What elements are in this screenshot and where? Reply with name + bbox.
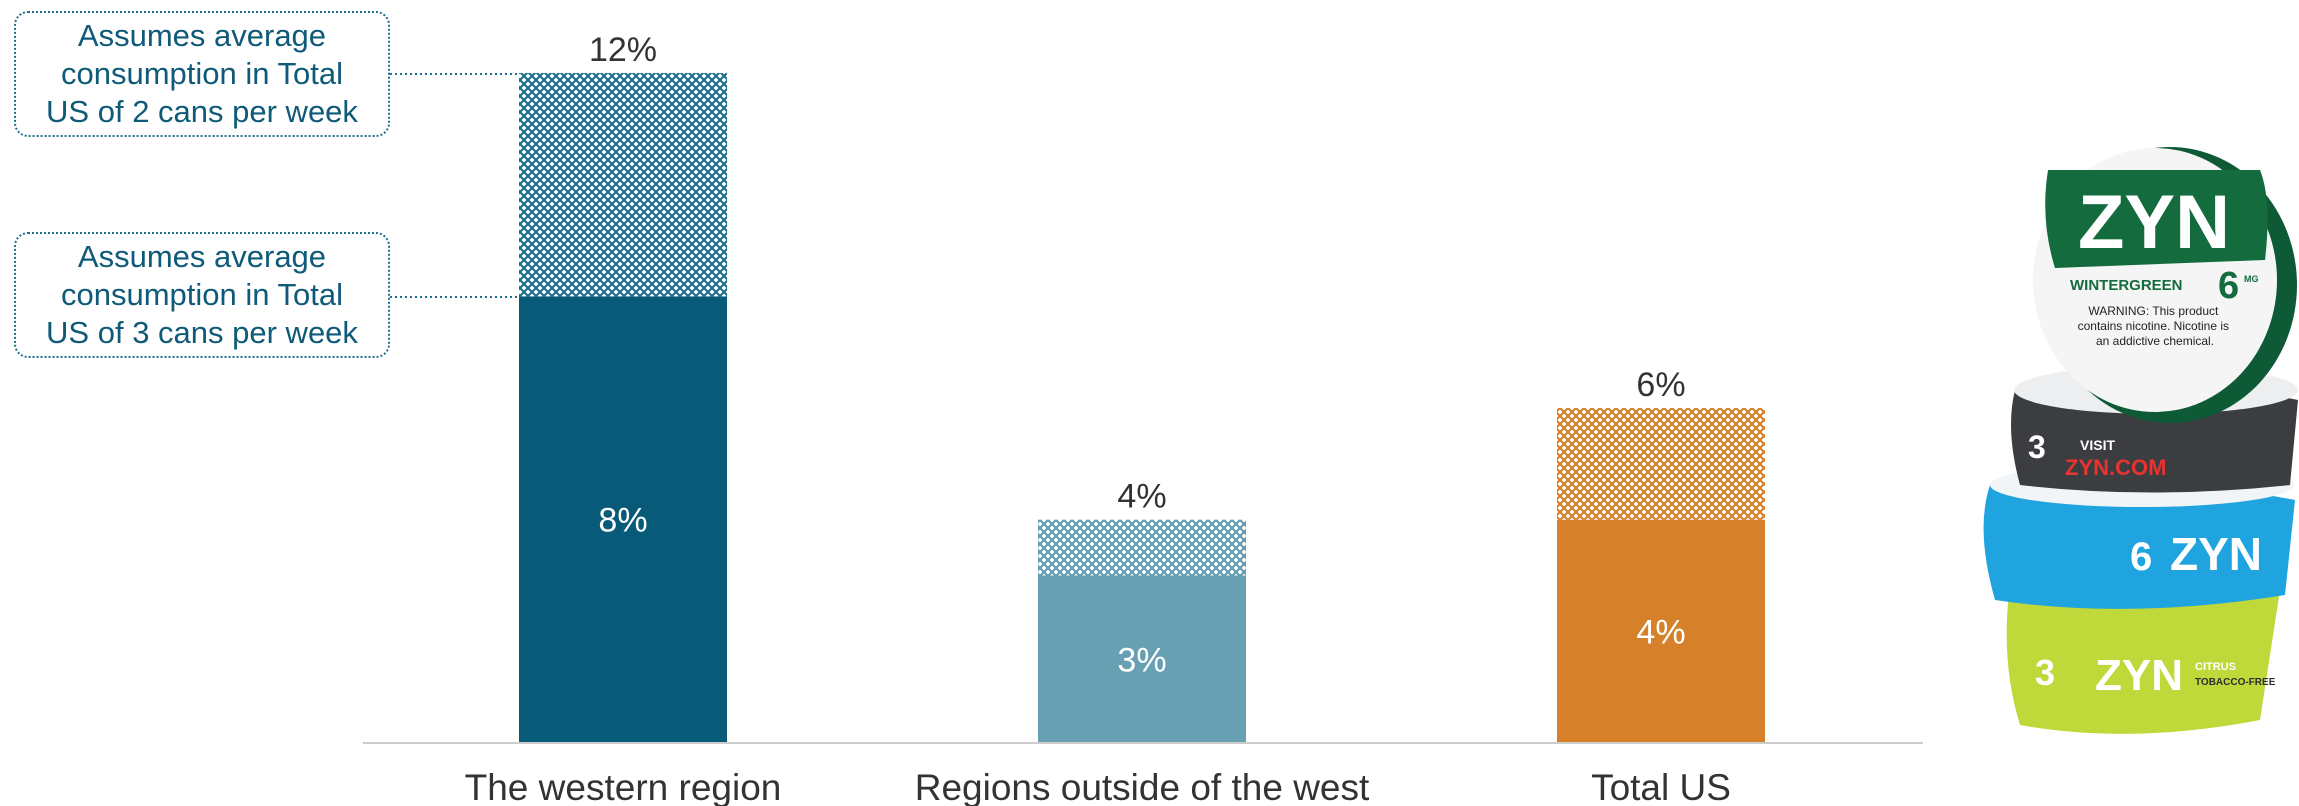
can3-strength: 6 xyxy=(2130,535,2152,579)
can4-flavor: CITRUS xyxy=(2195,661,2236,673)
can1-warning: WARNING: This product contains nicotine.… xyxy=(2078,304,2233,348)
can1-brand: ZYN xyxy=(2078,180,2230,265)
can2-text-1: VISIT xyxy=(2080,437,2115,453)
bar-hatched-1 xyxy=(519,73,727,297)
bar-total-label-1: 12% xyxy=(589,31,657,69)
assumption-note-2-cans: Assumes average consumption in Total US … xyxy=(14,11,390,137)
can4-note: TOBACCO-FREE xyxy=(2195,677,2276,688)
can2-text-2: ZYN.COM xyxy=(2065,455,2166,480)
bar-value-label-2: 3% xyxy=(1117,641,1166,679)
bar-total-label-3: 6% xyxy=(1636,366,1685,404)
bar-solid-3 xyxy=(1557,519,1765,743)
can1-flavor: WINTERGREEN xyxy=(2070,277,2183,294)
zyn-can-wintergreen: ZYN WINTERGREEN 6 MG WARNING: This produ… xyxy=(2033,147,2297,423)
zyn-product-image: 3 ZYN CITRUS TOBACCO-FREE 6 ZYN 3 VISIT … xyxy=(1983,147,2298,734)
can4-strength: 3 xyxy=(2035,652,2055,693)
can4-brand: ZYN xyxy=(2095,651,2183,700)
bar-solid-1 xyxy=(519,296,727,743)
bar-solid-2 xyxy=(1038,575,1246,743)
assumption-note-3-cans-text: Assumes average consumption in Total US … xyxy=(46,239,358,350)
can1-unit: MG xyxy=(2244,274,2259,284)
bar-hatched-2 xyxy=(1038,519,1246,576)
can1-warning-line-1: WARNING: This product xyxy=(2088,304,2219,318)
bar-value-label-3: 4% xyxy=(1636,613,1685,651)
can1-strength: 6 xyxy=(2218,265,2239,307)
can3-brand: ZYN xyxy=(2170,528,2262,580)
category-label-3: Total US xyxy=(1591,767,1731,806)
assumption-note-2-cans-text: Assumes average consumption in Total US … xyxy=(46,18,358,129)
category-label-2: Regions outside of the west xyxy=(915,767,1370,806)
bar-value-label-1: 8% xyxy=(598,502,647,540)
can1-warning-line-2: contains nicotine. Nicotine is xyxy=(2078,319,2229,333)
category-label-1: The western region xyxy=(465,767,782,806)
can1-warning-line-3: an addictive chemical. xyxy=(2096,334,2214,348)
bar-total-label-2: 4% xyxy=(1117,478,1166,516)
bar-hatched-3 xyxy=(1557,408,1765,520)
can2-strength: 3 xyxy=(2028,429,2046,465)
assumption-note-3-cans: Assumes average consumption in Total US … xyxy=(14,232,390,358)
